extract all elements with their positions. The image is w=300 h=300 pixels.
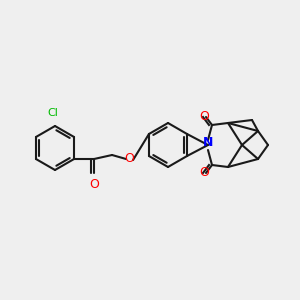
- Text: O: O: [199, 110, 209, 124]
- Text: Cl: Cl: [48, 108, 58, 118]
- Text: O: O: [199, 167, 209, 179]
- Text: O: O: [124, 152, 134, 164]
- Text: N: N: [203, 136, 213, 149]
- Text: O: O: [89, 178, 99, 191]
